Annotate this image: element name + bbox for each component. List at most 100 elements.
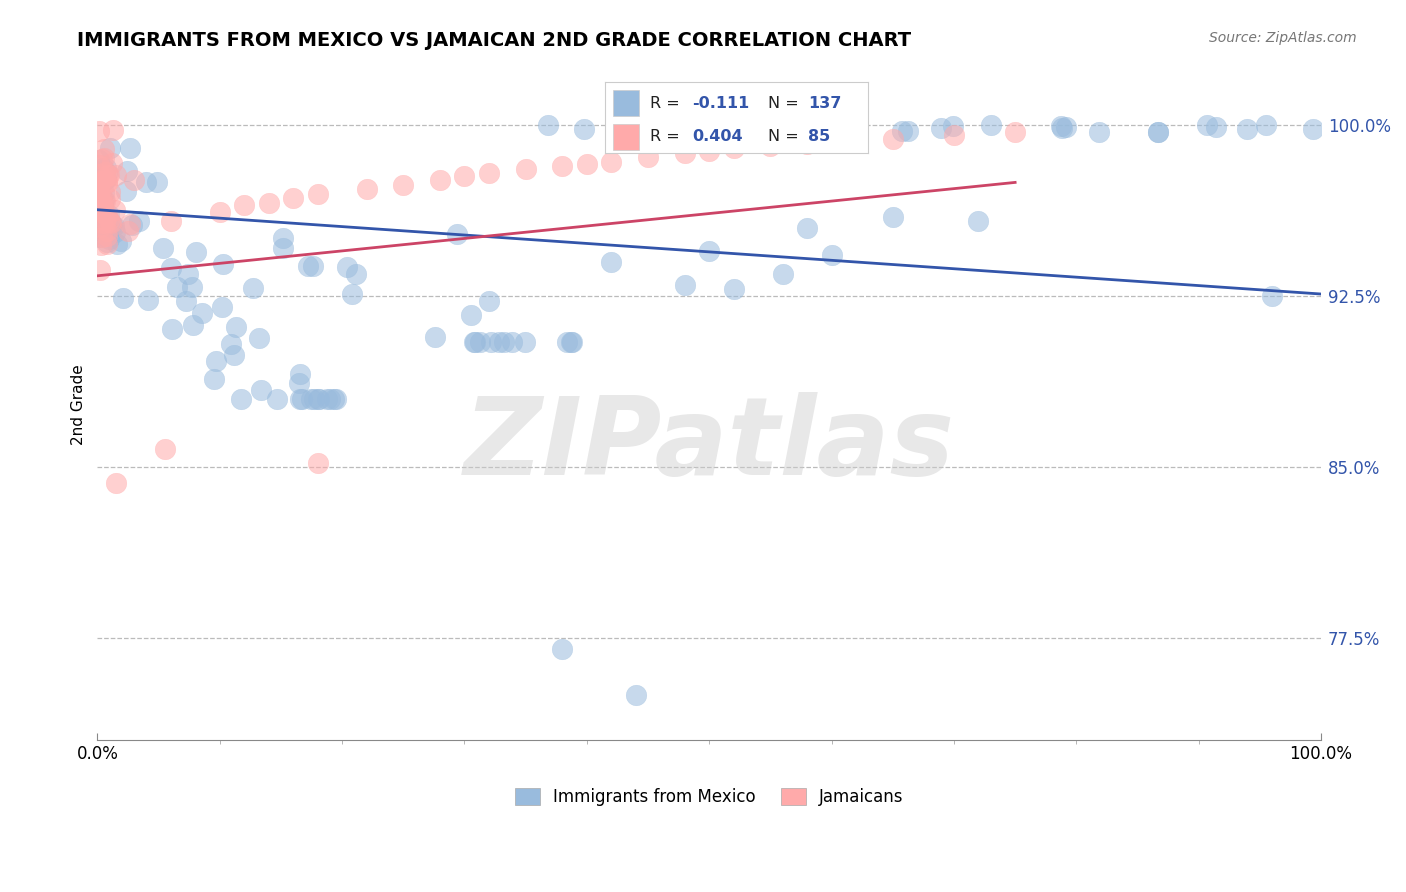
Point [89, 192, 111, 206]
Point [723, 283, 745, 297]
Point [89, 170, 111, 185]
Point [87, 202, 110, 217]
Point [87, 203, 110, 218]
Point [942, 128, 965, 142]
Point [342, 286, 364, 301]
Point [87, 195, 110, 210]
Point [250, 383, 273, 397]
Point [723, 141, 745, 155]
Point [624, 688, 647, 702]
Point [101, 218, 124, 232]
Point [87, 184, 110, 198]
Point [89, 262, 111, 277]
Point [153, 442, 176, 456]
Point [120, 141, 142, 155]
Point [115, 163, 138, 178]
Point [637, 150, 659, 164]
Point [91, 165, 114, 179]
Point [464, 334, 486, 349]
Point [301, 259, 323, 273]
Point [110, 235, 132, 249]
Point [87, 189, 110, 203]
Point [152, 241, 174, 255]
Point [318, 392, 340, 406]
Point [882, 132, 904, 146]
Point [181, 318, 204, 333]
Point [94, 216, 117, 230]
Point [93, 173, 115, 187]
Point [96, 229, 118, 244]
Point [89, 185, 111, 199]
Point [537, 119, 560, 133]
Point [205, 353, 228, 368]
Text: IMMIGRANTS FROM MEXICO VS JAMAICAN 2ND GRADE CORRELATION CHART: IMMIGRANTS FROM MEXICO VS JAMAICAN 2ND G… [77, 31, 911, 50]
Point [356, 182, 378, 196]
Point [87, 221, 110, 235]
Point [100, 216, 122, 230]
Point [202, 372, 225, 386]
Point [1302, 122, 1324, 136]
Point [87, 180, 110, 194]
Point [299, 392, 322, 406]
Point [91, 196, 114, 211]
Point [118, 217, 141, 231]
Point [87, 186, 110, 201]
Point [453, 169, 475, 183]
Point [91, 161, 114, 176]
Point [1049, 120, 1071, 134]
Point [104, 476, 127, 491]
Point [96, 175, 118, 189]
Point [446, 227, 468, 241]
Point [600, 155, 623, 169]
Point [759, 139, 782, 153]
Point [315, 392, 337, 406]
Point [94, 165, 117, 179]
Point [91, 200, 114, 214]
Point [91, 216, 114, 230]
Point [1088, 125, 1111, 139]
Point [423, 330, 446, 344]
Point [1054, 120, 1077, 135]
Point [492, 334, 515, 349]
Point [761, 122, 783, 136]
Point [574, 121, 596, 136]
Point [121, 218, 143, 232]
Point [845, 135, 868, 149]
Point [1261, 289, 1284, 303]
Point [89, 215, 111, 229]
Point [302, 392, 325, 406]
Point [93, 193, 115, 207]
Text: Source: ZipAtlas.com: Source: ZipAtlas.com [1209, 31, 1357, 45]
Point [105, 236, 128, 251]
Point [673, 277, 696, 292]
Point [96, 237, 118, 252]
Point [87, 169, 110, 183]
Point [89, 190, 111, 204]
Point [980, 119, 1002, 133]
Point [488, 334, 510, 349]
Point [97, 168, 120, 182]
Point [229, 392, 252, 406]
Point [100, 156, 122, 170]
Point [90, 153, 112, 167]
Point [90, 198, 112, 212]
Point [90, 169, 112, 184]
Point [1236, 122, 1258, 136]
Point [87, 153, 110, 167]
Point [90, 238, 112, 252]
Point [336, 260, 359, 274]
Point [94, 222, 117, 236]
Point [96, 235, 118, 249]
Point [180, 279, 202, 293]
Point [93, 151, 115, 165]
Point [882, 210, 904, 224]
Point [97, 232, 120, 246]
Point [429, 173, 451, 187]
Point [551, 642, 574, 657]
Point [89, 178, 111, 192]
Point [697, 144, 720, 158]
Point [288, 376, 311, 391]
Y-axis label: 2nd Grade: 2nd Grade [72, 364, 86, 445]
Point [1205, 120, 1227, 134]
Point [122, 173, 145, 187]
